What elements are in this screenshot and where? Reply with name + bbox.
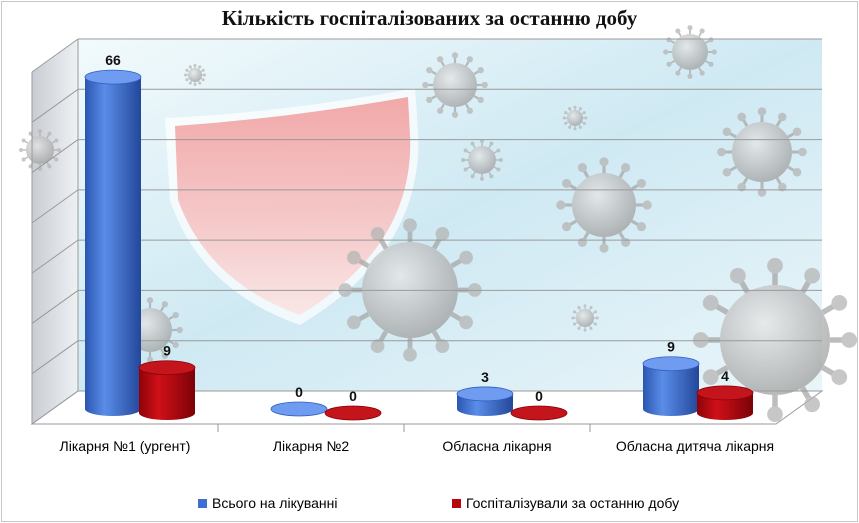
bar-hospitalized xyxy=(138,360,196,420)
gridline-side xyxy=(31,290,79,324)
side-wall xyxy=(32,39,78,424)
legend-item-total: Всього на лікуванні xyxy=(198,495,338,511)
legend: Всього на лікуванні Госпіталізували за о… xyxy=(0,495,859,515)
category-label: Обласна лікарня xyxy=(442,438,552,454)
virus-icon xyxy=(717,107,807,197)
category-label: Обласна дитяча лікарня xyxy=(615,438,775,454)
gridline-side xyxy=(31,189,79,224)
data-label: 3 xyxy=(481,369,489,385)
data-label: 0 xyxy=(295,384,303,400)
gridline-side xyxy=(31,340,79,375)
bar-hospitalized xyxy=(510,405,568,421)
data-label: 9 xyxy=(667,339,675,355)
virus-icon xyxy=(422,52,488,118)
data-label: 4 xyxy=(721,368,729,384)
gridline-side xyxy=(31,139,79,173)
bar-hospitalized xyxy=(324,405,382,421)
legend-label-total: Всього на лікуванні xyxy=(212,495,338,511)
gridline-side xyxy=(31,38,79,73)
gridline-side xyxy=(31,88,79,123)
category-label: Лікарня №1 (ургент) xyxy=(59,438,191,454)
virus-icon xyxy=(663,25,717,79)
gridline-side xyxy=(31,239,79,274)
legend-swatch-total xyxy=(198,498,207,508)
chart-title: Кількість госпіталізованих за останню до… xyxy=(221,6,638,30)
data-label: 0 xyxy=(349,388,357,404)
legend-swatch-hospitalized xyxy=(452,498,461,508)
bar-total xyxy=(84,69,142,416)
virus-icon xyxy=(556,157,652,253)
bars xyxy=(84,69,754,421)
bar-total xyxy=(270,401,328,417)
data-label: 0 xyxy=(535,388,543,404)
legend-label-hospitalized: Госпіталізували за останню добу xyxy=(466,495,680,511)
legend-item-hospitalized: Госпіталізували за останню добу xyxy=(452,495,679,511)
bar-total xyxy=(456,386,514,416)
data-label: 9 xyxy=(163,343,171,359)
virus-icon xyxy=(562,105,588,131)
data-label: 66 xyxy=(105,52,121,68)
category-label: Лікарня №2 xyxy=(272,438,350,454)
bar-hospitalized xyxy=(696,385,754,420)
virus-icon xyxy=(184,64,206,86)
virus-icon xyxy=(571,304,599,332)
gridline-side xyxy=(31,390,79,425)
bar-total xyxy=(642,356,700,416)
virus-icon xyxy=(461,139,503,181)
virus-icon xyxy=(692,257,858,423)
data-labels: 66 9 0 0 3 0 9 4 xyxy=(105,52,729,404)
